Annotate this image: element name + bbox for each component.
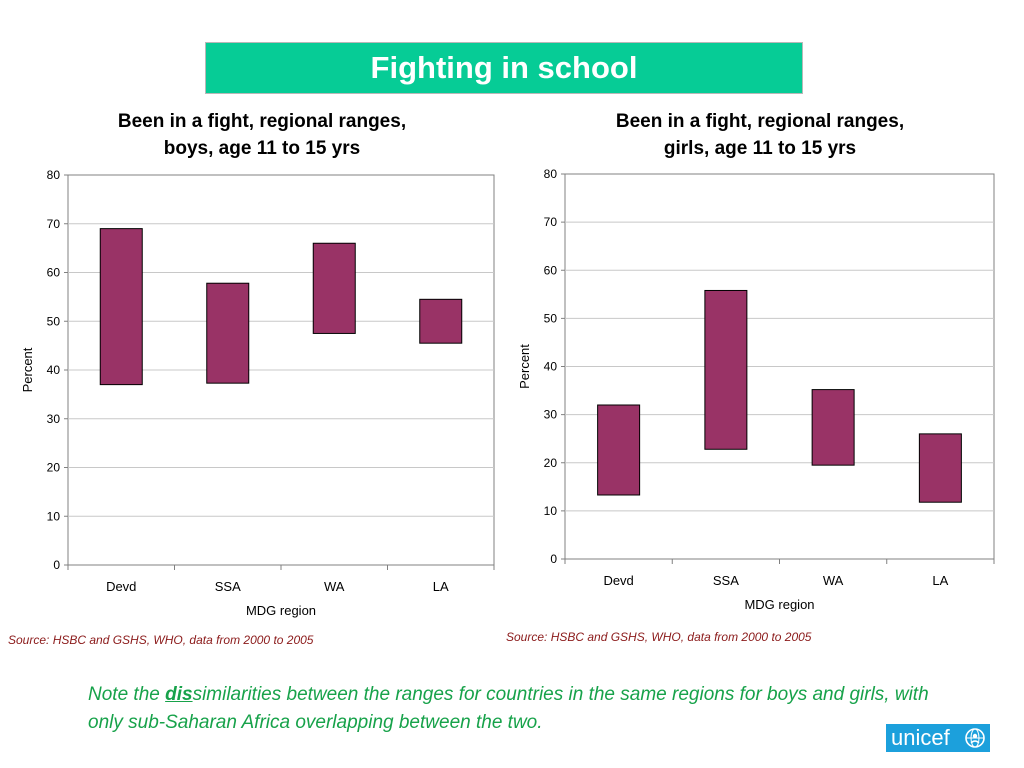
boys-y-tick-label: 0 [53, 558, 60, 572]
title-banner: Fighting in school [205, 42, 803, 94]
girls-x-tick-label: Devd [603, 573, 633, 588]
chart-girls: 0 10 20 30 40 50 60 70 80 Devd SSA WA LA MDG region Pe… [517, 167, 995, 612]
girls-y-tick-label: 30 [544, 408, 558, 422]
boys-bar-ssa [206, 282, 250, 384]
boys-x-tick-label: LA [433, 579, 449, 594]
chart-title-boys: Been in a fight, regional ranges, boys, … [62, 108, 462, 162]
girls-x-axis-label: MDG region [744, 597, 814, 612]
boys-y-tick-label: 60 [47, 266, 61, 280]
girls-y-tick-label: 70 [544, 215, 558, 229]
boys-bar-la [419, 298, 463, 344]
girls-y-tick-label: 40 [544, 360, 558, 374]
girls-y-tick-label: 20 [544, 456, 558, 470]
boys-x-axis-label: MDG region [246, 603, 316, 618]
chart-title-boys-line2: boys, age 11 to 15 yrs [163, 138, 361, 159]
boys-y-tick-label: 10 [47, 509, 61, 523]
chart-title-girls-line2: girls, age 11 to 15 yrs [663, 138, 857, 159]
note-rest: similarities between the ranges for coun… [88, 684, 929, 733]
note-text: Note the dissimilarities between the ran… [88, 681, 968, 737]
girls-x-tick-label: WA [823, 573, 844, 588]
girls-y-tick-label: 80 [544, 167, 558, 181]
boys-y-tick-label: 20 [47, 461, 61, 475]
page-title: Fighting in school [370, 50, 638, 85]
girls-y-tick-label: 60 [544, 263, 558, 277]
note-prefix: Note the [88, 684, 166, 705]
girls-y-tick-label: 10 [544, 504, 558, 518]
boys-x-tick-label: Devd [106, 579, 136, 594]
girls-y-tick-label: 50 [544, 311, 558, 325]
girls-y-tick-label: 0 [550, 552, 557, 566]
source-note-boys: Source: HSBC and GSHS, WHO, data from 20… [8, 633, 314, 647]
girls-x-tick-label: LA [932, 573, 948, 588]
girls-y-axis-label: Percent [517, 344, 532, 389]
chart-boys: 0 10 20 30 40 50 60 70 80 Devd SSA WA LA MDG region Pe… [20, 168, 495, 618]
source-note-girls: Source: HSBC and GSHS, WHO, data from 20… [506, 630, 812, 644]
boys-y-tick-label: 30 [47, 412, 61, 426]
unicef-globe-icon [965, 728, 985, 748]
unicef-logo-text: unicef [891, 725, 950, 750]
note-emphasis: dis [165, 684, 193, 705]
boys-x-tick-label: SSA [215, 579, 241, 594]
girls-bar-ssa [704, 289, 748, 450]
chart-title-girls: Been in a fight, regional ranges, girls,… [560, 108, 960, 162]
chart-title-boys-line1: Been in a fight, regional ranges, [117, 111, 407, 132]
unicef-logo: unicef [886, 724, 990, 752]
girls-x-tick-label: SSA [713, 573, 739, 588]
boys-y-tick-label: 40 [47, 363, 61, 377]
boys-y-tick-label: 80 [47, 168, 61, 182]
boys-bar-wa [312, 242, 356, 334]
girls-bar-la [918, 433, 962, 503]
boys-y-tick-label: 70 [47, 217, 61, 231]
chart-title-girls-line1: Been in a fight, regional ranges, [615, 111, 905, 132]
girls-bar-devd [597, 404, 641, 496]
boys-x-tick-label: WA [324, 579, 345, 594]
girls-bar-wa [811, 389, 855, 466]
boys-bar-devd [99, 228, 143, 386]
boys-y-axis-label: Percent [20, 347, 35, 392]
boys-y-tick-label: 50 [47, 314, 61, 328]
